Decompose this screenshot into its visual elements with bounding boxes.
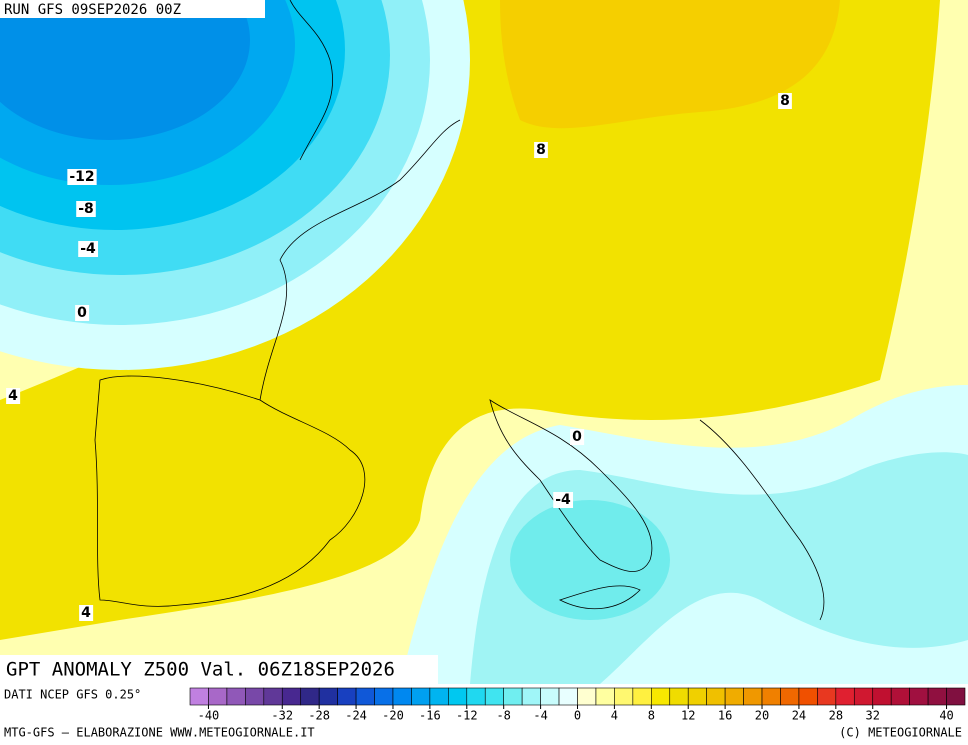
colorbar-tick-label: -32 xyxy=(271,709,293,723)
colorbar-swatch xyxy=(780,687,800,706)
colorbar-tick-label: -20 xyxy=(382,709,404,723)
colorbar-tick-label: 32 xyxy=(866,709,880,723)
contour-label-bg xyxy=(778,93,792,109)
contour-label: 0 xyxy=(77,305,87,321)
colorbar-swatch xyxy=(226,687,246,706)
colorbar-tick-label: -12 xyxy=(456,709,478,723)
footer-right: (C) METEOGIORNALE xyxy=(839,726,962,740)
colorbar-tick-label: 12 xyxy=(681,709,695,723)
header-box xyxy=(0,0,265,18)
colorbar-swatch xyxy=(890,687,910,706)
colorbar-swatch xyxy=(189,687,209,706)
run-label: RUN GFS 09SEP2026 00Z xyxy=(4,2,181,18)
colorbar-swatch xyxy=(503,687,523,706)
coastlines xyxy=(94,0,825,621)
colorbar-tick-label: -4 xyxy=(533,709,547,723)
colorbar-swatch xyxy=(632,687,652,706)
colorbar-swatch xyxy=(540,687,560,706)
contour-label-bg xyxy=(76,201,96,217)
colorbar-swatch xyxy=(651,687,671,706)
contour-label-bg xyxy=(570,429,585,445)
colorbar-swatch xyxy=(835,687,855,706)
colorbar-swatch xyxy=(595,687,615,706)
colorbar-swatch xyxy=(558,687,578,706)
colorbar-tick-label: 8 xyxy=(648,709,655,723)
colorbar-tick-label: -16 xyxy=(419,709,441,723)
contour-label: 0 xyxy=(572,429,582,445)
colorbar-swatch xyxy=(466,687,486,706)
contour-label-bg xyxy=(75,305,90,321)
colorbar-swatch xyxy=(743,687,763,706)
colorbar-swatch xyxy=(521,687,541,706)
colorbar-swatch xyxy=(724,687,744,706)
contour-labels: -12 -8 -4 0 4 8 8 0 -4 4 xyxy=(6,93,792,621)
contour-label: 8 xyxy=(780,93,790,109)
colorbar-tick-label: -24 xyxy=(345,709,367,723)
colorbar-swatch xyxy=(909,687,929,706)
colorbar-tick-label: -8 xyxy=(496,709,510,723)
contour-label: 4 xyxy=(81,605,91,621)
colorbar-swatch xyxy=(669,687,689,706)
colorbar-swatch xyxy=(208,687,228,706)
colorbar: -40 -32 -28 -24 -20 -16 -12 -8 -4 0 4 8 12 16 20 24 28 32… xyxy=(189,687,966,723)
contour-label: -4 xyxy=(555,492,571,508)
field-cyan-core xyxy=(510,500,670,620)
colorbar-tick-label: -28 xyxy=(308,709,330,723)
colorbar-swatch xyxy=(281,687,302,706)
footer-left: MTG-GFS — ELABORAZIONE WWW.METEOGIORNALE… xyxy=(4,726,315,740)
contour-label: -8 xyxy=(78,201,94,217)
colorbar-swatch xyxy=(355,687,375,706)
colorbar-tick-label: 16 xyxy=(718,709,732,723)
title-box xyxy=(0,655,438,684)
contour-label: 8 xyxy=(536,142,546,158)
colorbar-swatch xyxy=(706,687,726,706)
colorbar-tick-label: 4 xyxy=(611,709,618,723)
contour-label-bg xyxy=(553,492,574,508)
colorbar-swatch xyxy=(392,687,412,706)
colorbar-swatch xyxy=(318,687,338,706)
colorbar-swatch xyxy=(577,687,597,706)
source-label: DATI NCEP GFS 0.25° xyxy=(4,688,141,702)
colorbar-tick-label: 40 xyxy=(939,709,953,723)
contour-label-bg xyxy=(534,142,548,158)
map-title: GPT ANOMALY Z500 Val. 06Z18SEP2026 xyxy=(6,659,395,681)
colorbar-tick-label: 28 xyxy=(829,709,843,723)
colorbar-tick-label: 20 xyxy=(755,709,769,723)
colorbar-tick-label: 0 xyxy=(574,709,581,723)
contour-label-bg xyxy=(78,241,99,257)
contour-label-bg xyxy=(67,169,97,185)
map-field xyxy=(0,0,968,684)
colorbar-swatch xyxy=(263,687,283,706)
contour-label: -12 xyxy=(69,169,94,185)
low-6 xyxy=(0,0,250,140)
colorbar-swatch xyxy=(817,687,837,706)
colorbar-swatch xyxy=(411,687,431,706)
colorbar-swatch xyxy=(872,687,892,706)
colorbar-swatch xyxy=(429,687,449,706)
colorbar-tick-label: 24 xyxy=(792,709,806,723)
field-orange xyxy=(500,0,840,129)
contour-label: 4 xyxy=(8,388,18,404)
colorbar-swatch xyxy=(761,687,781,706)
colorbar-swatch xyxy=(946,687,966,706)
field-yellow xyxy=(0,0,940,640)
colorbar-swatch xyxy=(337,687,357,706)
contour-label-bg xyxy=(79,605,94,621)
colorbar-swatch xyxy=(927,687,947,706)
colorbar-swatch xyxy=(853,687,874,706)
colorbar-swatch xyxy=(484,687,504,706)
colorbar-swatch xyxy=(687,687,707,706)
colorbar-swatch xyxy=(245,687,265,706)
colorbar-swatch xyxy=(448,687,468,706)
colorbar-swatch xyxy=(300,687,320,706)
colorbar-swatch xyxy=(374,687,394,706)
contour-label-bg xyxy=(6,388,21,404)
colorbar-swatch xyxy=(614,687,634,706)
colorbar-tick-label: -40 xyxy=(198,709,220,723)
contour-label: -4 xyxy=(80,241,96,257)
colorbar-swatch xyxy=(798,687,818,706)
